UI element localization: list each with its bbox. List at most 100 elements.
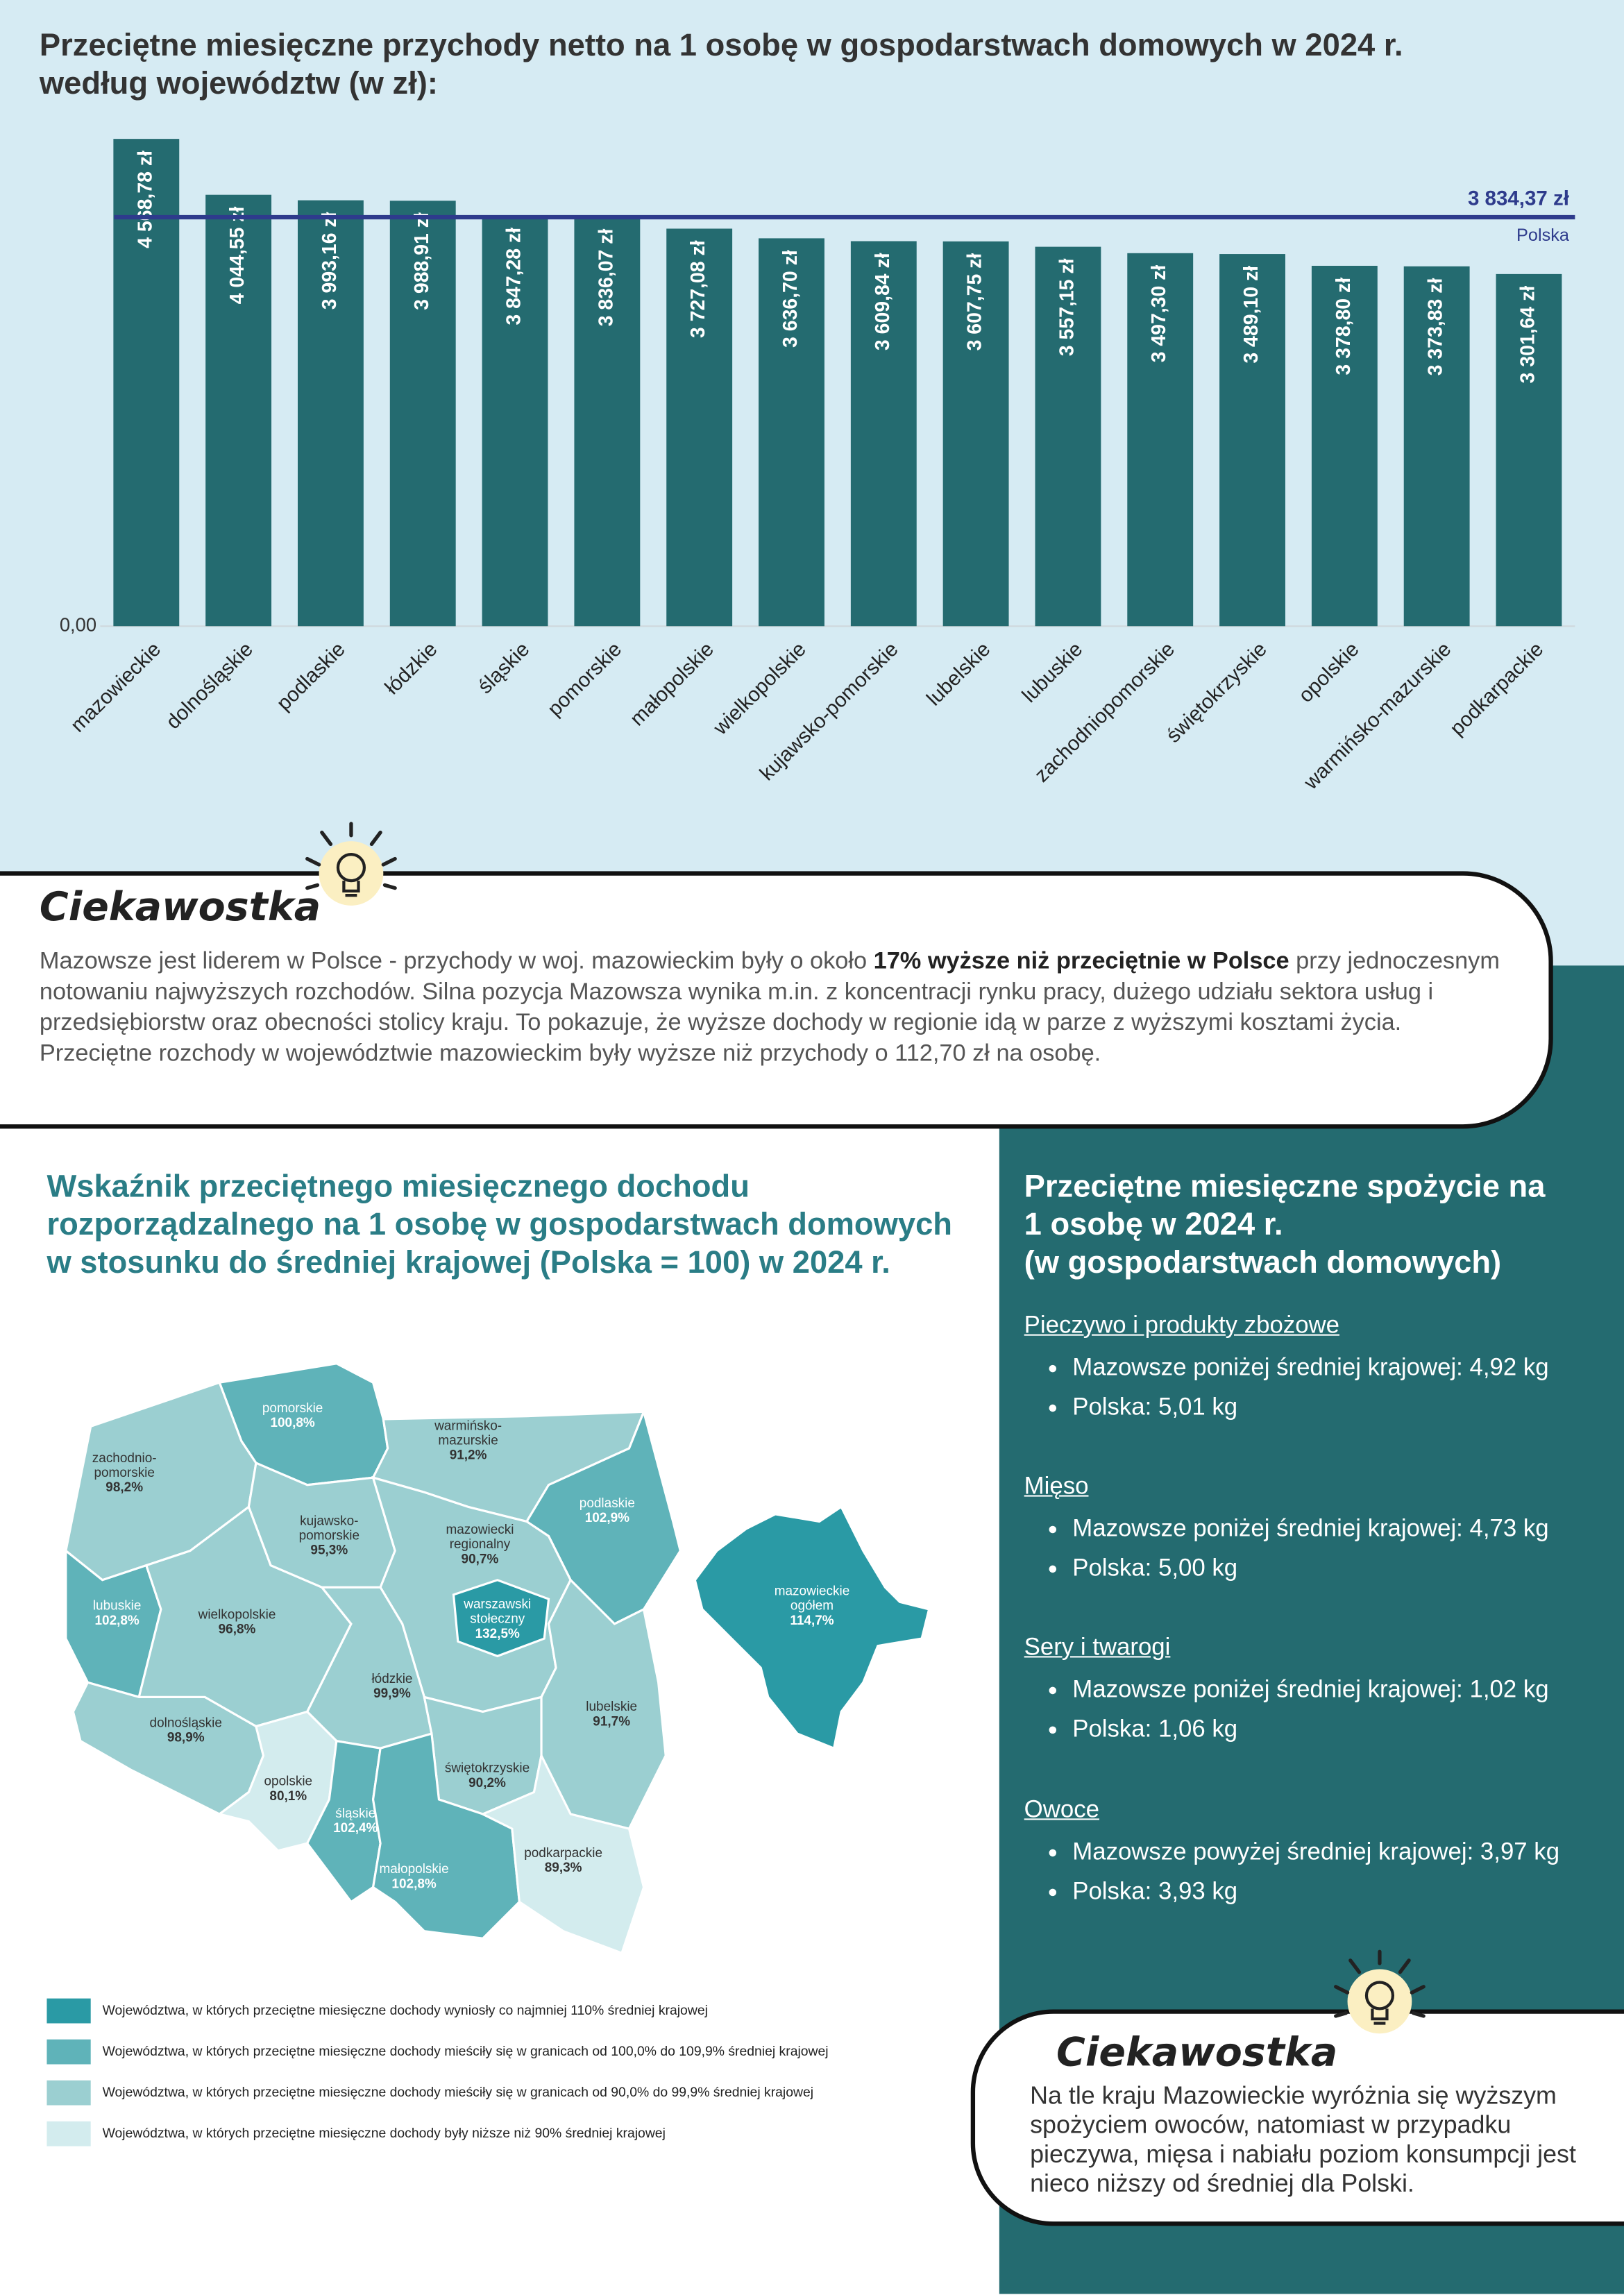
bar <box>389 201 456 627</box>
region-name: pomorskie <box>262 1401 323 1416</box>
region-value: 100,8% <box>270 1416 314 1430</box>
region-value: 90,7% <box>462 1552 499 1566</box>
region-value: 99,9% <box>373 1686 411 1701</box>
legend-item: Województwa, w których przeciętne miesię… <box>46 1990 983 2031</box>
value-label: 3 489,10 zł <box>1240 266 1262 364</box>
text: Mazowsze jest liderem w Polsce - przycho… <box>39 948 874 974</box>
region-name: mazowieckie <box>775 1584 850 1599</box>
x-tick-label: wielkopolskie <box>709 638 811 740</box>
region-name: lubuskie <box>93 1599 142 1614</box>
x-tick-label: lubelskie <box>922 638 995 711</box>
bar-chart: 0,00 4 568,78 zł mazowieckie 4 044,55 zł dol… <box>60 139 1575 795</box>
consumption-section: Pieczywo i produkty zbożowe Mazowsze poni… <box>1024 1312 1609 1428</box>
region-name: dolnośląskie <box>150 1716 222 1730</box>
bar <box>482 216 548 627</box>
legend-label: Województwa, w których przeciętne miesię… <box>102 2126 666 2141</box>
x-tick-label: podkarpackie <box>1446 638 1548 740</box>
legend-swatch <box>46 2038 91 2064</box>
consumption-section: Mięso Mazowsze poniżej średniej krajowej:… <box>1024 1473 1609 1589</box>
bullet: Polska: 5,00 kg <box>1072 1549 1609 1589</box>
callout-text: Mazowsze jest liderem w Polsce - przycho… <box>40 947 1517 1069</box>
x-tick-label: mazowieckie <box>66 638 165 737</box>
region-value: 89,3% <box>545 1861 582 1875</box>
legend-label: Województwa, w których przeciętne miesię… <box>102 2044 829 2059</box>
value-label: 3 636,70 zł <box>779 250 802 348</box>
callout-title: Ciekawostka <box>39 885 321 931</box>
legend-item: Województwa, w których przeciętne miesię… <box>46 2031 983 2072</box>
bullet: Polska: 5,01 kg <box>1072 1389 1609 1428</box>
title-line: 1 osobę w 2024 r. <box>1024 1207 1283 1242</box>
legend-item: Województwa, w których przeciętne miesię… <box>46 2112 983 2153</box>
region-name: zachodnio- <box>92 1451 157 1466</box>
map-title: Wskaźnik przeciętnego miesięcznego docho… <box>46 1169 952 1280</box>
bar <box>1219 254 1285 627</box>
x-tick-label: śląskie <box>473 638 534 698</box>
consumption-section: Owoce Mazowsze powyżej średniej krajowej:… <box>1024 1797 1609 1913</box>
value-label: 3 847,28 zł <box>503 228 525 325</box>
reference-label: 3 834,37 zł <box>1468 187 1569 210</box>
region-name: pomorskie <box>94 1466 155 1480</box>
value-label: 3 607,75 zł <box>964 253 986 351</box>
region-value: 102,9% <box>585 1511 629 1525</box>
callout-box <box>970 2009 1624 2226</box>
legend-label: Województwa, w których przeciętne miesię… <box>102 2085 814 2100</box>
region-name: warszawski <box>463 1598 531 1612</box>
region-value: 102,4% <box>333 1821 378 1836</box>
region-name: podlaskie <box>580 1496 635 1511</box>
region <box>217 1710 338 1852</box>
consumption-section: Sery i twarogi Mazowsze poniżej średniej … <box>1024 1634 1609 1750</box>
title-line: (w gospodarstwach domowych) <box>1024 1245 1502 1280</box>
region-value: 95,3% <box>310 1543 348 1558</box>
x-tick-label: opolskie <box>1294 638 1364 707</box>
bullet: Mazowsze poniżej średniej krajowej: 1,02… <box>1072 1670 1609 1710</box>
region-value: 91,2% <box>450 1448 487 1463</box>
region-value: 102,8% <box>391 1877 436 1891</box>
region-name: warmińsko- <box>434 1419 502 1433</box>
consumption-title: Przeciętne miesięczne spożycie na 1 osobę… <box>1024 1167 1609 1281</box>
region-name: pomorskie <box>299 1529 360 1543</box>
region-name: kujawsko- <box>300 1514 358 1528</box>
region <box>693 1505 931 1750</box>
bar <box>205 194 272 627</box>
legend-item: Województwa, w których przeciętne miesię… <box>46 2072 983 2112</box>
bar <box>1403 266 1470 627</box>
value-label: 3 373,83 zł <box>1425 278 1447 376</box>
bullet-list: Mazowsze poniżej średniej krajowej: 4,73… <box>1024 1510 1609 1589</box>
region-name: wielkopolskie <box>198 1607 276 1622</box>
region-name: podkarpackie <box>524 1846 602 1861</box>
section-heading: Mięso <box>1024 1473 1089 1500</box>
region-name: opolskie <box>264 1775 312 1789</box>
region-value: 114,7% <box>790 1614 834 1628</box>
region-name: śląskie <box>335 1806 375 1821</box>
region <box>452 1579 550 1658</box>
lightbulb-icon <box>305 822 397 906</box>
region-name: mazowiecki <box>446 1523 514 1537</box>
value-label: 3 497,30 zł <box>1148 265 1170 363</box>
region-value: 90,2% <box>468 1776 506 1790</box>
bold-text: 17% wyższe niż przeciętnie w Polsce <box>873 948 1289 974</box>
x-tick-label: małopolskie <box>626 638 718 730</box>
bar <box>942 241 1009 627</box>
region-value: 102,8% <box>94 1614 139 1628</box>
region-value: 98,2% <box>105 1480 143 1495</box>
value-label: 3 988,91 zł <box>411 212 433 310</box>
region-name: świętokrzyskie <box>445 1761 530 1776</box>
y-tick-label: 0,00 <box>60 614 96 636</box>
bullet: Mazowsze poniżej średniej krajowej: 4,73… <box>1072 1510 1609 1550</box>
region-name: mazurskie <box>438 1434 498 1448</box>
value-label: 3 301,64 zł <box>1516 286 1539 384</box>
value-label: 4 568,78 zł <box>134 151 156 248</box>
x-tick-label: dolnośląskie <box>162 638 257 734</box>
section-heading: Owoce <box>1024 1796 1099 1823</box>
bullet: Polska: 3,93 kg <box>1072 1872 1609 1912</box>
callout-text: Na tle kraju Mazowieckie wyróżnia się wy… <box>1030 2081 1576 2198</box>
legend-label: Województwa, w których przeciętne miesię… <box>102 2003 708 2018</box>
region-value: 96,8% <box>219 1622 256 1636</box>
bar <box>574 217 641 627</box>
chart-title: Przeciętne miesięczne przychody netto na… <box>39 28 1403 101</box>
value-label: 3 378,80 zł <box>1333 278 1355 375</box>
region-name: regionalny <box>450 1537 511 1552</box>
